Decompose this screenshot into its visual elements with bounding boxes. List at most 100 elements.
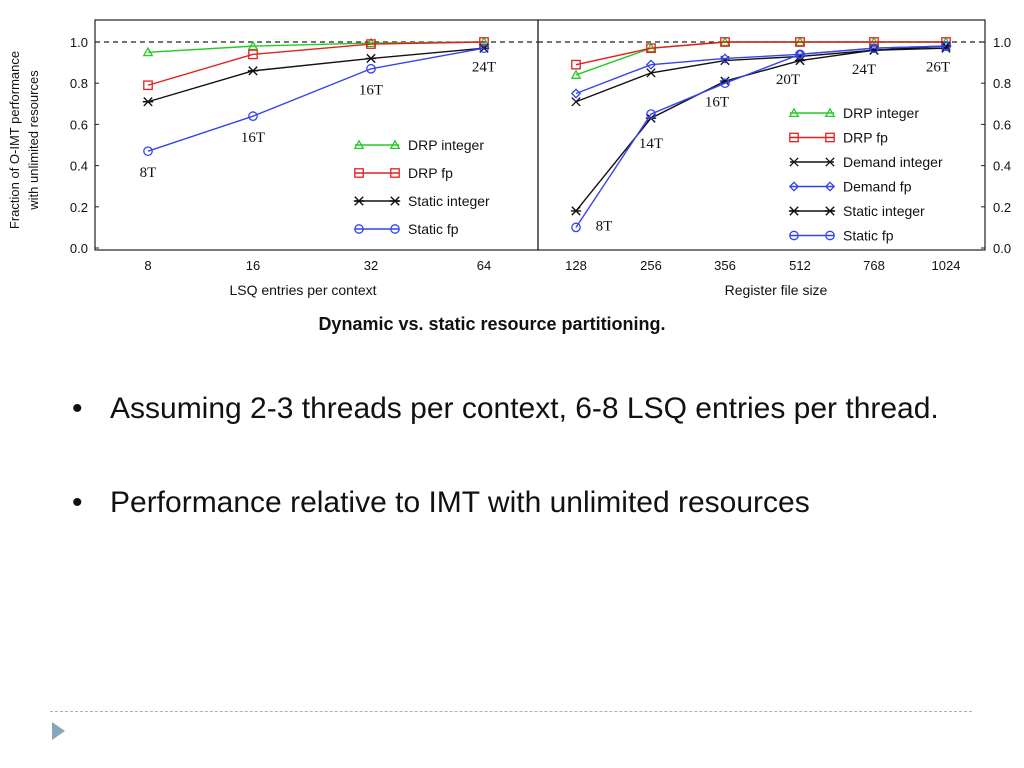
- marker-circle: [789, 230, 799, 241]
- marker-star: [794, 55, 806, 66]
- data-annotation: 8T: [140, 165, 157, 181]
- bullet-text: Assuming 2-3 threads per context, 6-8 LS…: [110, 392, 939, 425]
- legend-label: Demand fp: [843, 179, 912, 195]
- marker-circle: [869, 43, 879, 54]
- y-tick-label: 1.0: [993, 35, 1011, 50]
- figure-caption: Dynamic vs. static resource partitioning…: [318, 314, 665, 334]
- marker-triangle: [142, 46, 154, 57]
- marker-star: [247, 66, 259, 76]
- marker-x: [789, 157, 799, 167]
- marker-square: [354, 168, 364, 178]
- marker-square: [571, 59, 581, 70]
- data-annotation: 20T: [776, 72, 800, 88]
- y-tick-label: 1.0: [70, 35, 88, 50]
- marker-diamond: [824, 181, 836, 192]
- legend-label: DRP fp: [408, 165, 453, 181]
- marker-diamond: [719, 53, 731, 64]
- chart-figure: Fraction of O-IMT performance with unlim…: [7, 19, 1011, 334]
- marker-square: [390, 168, 400, 178]
- marker-triangle: [389, 139, 401, 150]
- series-line: [147, 47, 485, 152]
- legend-label: DRP integer: [408, 137, 484, 153]
- x-tick-label: 1024: [932, 258, 961, 273]
- plot-frame: [94, 19, 539, 251]
- y-tick-label: 0.6: [993, 117, 1011, 132]
- legend-label: Static fp: [408, 221, 459, 237]
- marker-x: [646, 68, 656, 78]
- marker-square: [366, 39, 376, 49]
- marker-triangle: [570, 69, 582, 79]
- marker-circle: [941, 41, 951, 51]
- legend: DRP integer DRP fp Demand integer Demand fp…: [788, 105, 943, 244]
- x-tick-label: 128: [565, 258, 587, 273]
- marker-circle: [479, 43, 489, 54]
- marker-x: [571, 97, 581, 107]
- x-tick-label: 32: [364, 258, 378, 273]
- x-axis-label: Register file size: [725, 282, 828, 298]
- marker-circle: [795, 49, 805, 60]
- y-tick-label: 0.0: [993, 241, 1011, 256]
- data-annotation: 14T: [639, 136, 663, 152]
- x-axis-label: LSQ entries per context: [229, 282, 376, 298]
- legend: DRP integer DRP fp Static integer Static fp: [353, 137, 490, 237]
- marker-star: [788, 206, 800, 216]
- series-line: [575, 45, 947, 228]
- marker-circle: [390, 224, 400, 234]
- bullet-item-1: • Assuming 2-3 threads per context, 6-8 L…: [72, 390, 952, 428]
- data-annotation: 8T: [596, 218, 613, 234]
- x-tick-label: 8: [144, 258, 151, 273]
- y-tick-label: 0.2: [70, 200, 88, 215]
- x-tick-label: 256: [640, 258, 662, 273]
- marker-circle: [571, 222, 581, 233]
- legend-label: Static integer: [408, 193, 490, 209]
- marker-star: [142, 97, 154, 107]
- data-annotation: 24T: [852, 62, 876, 78]
- marker-star: [365, 53, 377, 64]
- data-annotation: 16T: [359, 82, 383, 98]
- marker-square: [479, 37, 489, 47]
- y-tick-label: 0.6: [70, 117, 88, 132]
- bullet-glyph: •: [72, 486, 83, 519]
- marker-square: [720, 37, 730, 47]
- marker-triangle: [824, 107, 836, 118]
- marker-x: [825, 157, 835, 167]
- marker-star: [389, 196, 401, 206]
- marker-diamond: [645, 59, 657, 70]
- y-axis-label: Fraction of O-IMT performance: [7, 51, 22, 229]
- chart-panel-1: 0.0 0.2 0.4 0.6 0.8 1.0 8 16 32 64 LSQ entries per…: [70, 19, 539, 298]
- marker-triangle: [247, 40, 259, 51]
- series-static-integer: [142, 43, 490, 107]
- y-tick-label: 0.0: [70, 241, 88, 256]
- footer-divider: [50, 711, 972, 712]
- legend-label: DRP fp: [843, 130, 888, 146]
- triangle-right-icon: [52, 722, 65, 740]
- marker-circle: [354, 224, 364, 234]
- data-annotation: 24T: [472, 60, 496, 76]
- data-annotation: 26T: [926, 60, 950, 76]
- bullet-text: Performance relative to IMT with unlimit…: [110, 486, 810, 519]
- marker-circle: [720, 78, 730, 89]
- x-tick-label: 16: [246, 258, 260, 273]
- series-line: [575, 41, 946, 66]
- marker-square: [248, 49, 258, 60]
- legend-label: Static fp: [843, 228, 894, 244]
- marker-circle: [248, 111, 258, 122]
- marker-circle: [143, 146, 153, 157]
- marker-square: [869, 37, 879, 47]
- y-tick-label: 0.4: [993, 159, 1011, 174]
- data-annotation: 16T: [241, 130, 265, 146]
- marker-square: [789, 132, 799, 143]
- marker-star: [824, 206, 836, 216]
- legend-label: DRP integer: [843, 105, 919, 121]
- data-annotation: 16T: [705, 95, 729, 111]
- series-line: [147, 47, 485, 103]
- x-tick-label: 512: [789, 258, 811, 273]
- bullet-item-2: • Performance relative to IMT with unlimi…: [72, 484, 952, 522]
- bullet-list: • Assuming 2-3 threads per context, 6-8 L…: [72, 390, 952, 578]
- marker-diamond: [570, 88, 582, 99]
- y-tick-label: 0.2: [993, 200, 1011, 215]
- marker-star: [570, 206, 582, 216]
- marker-square: [143, 80, 153, 91]
- marker-diamond: [788, 181, 800, 192]
- marker-circle: [825, 230, 835, 241]
